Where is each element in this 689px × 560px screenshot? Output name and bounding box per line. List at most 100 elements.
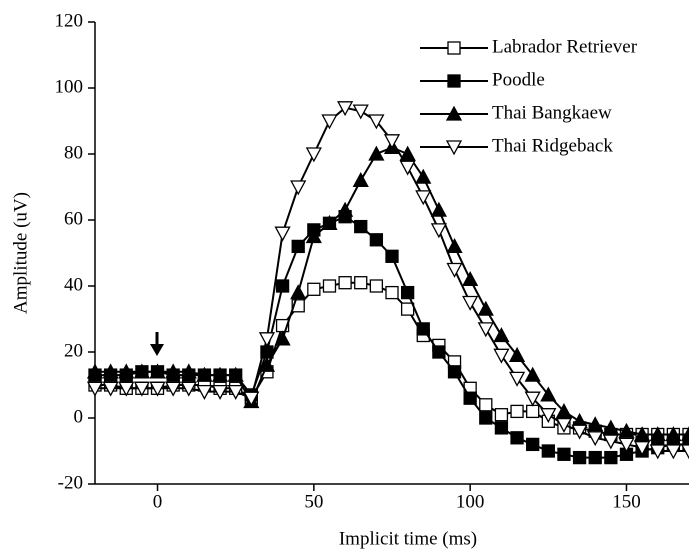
data-point: [510, 404, 524, 419]
data-point: [540, 408, 557, 424]
series-line: [95, 106, 689, 452]
y-tick-label: 0: [74, 406, 84, 427]
legend-label: Thai Ridgeback: [492, 135, 613, 156]
data-point: [463, 391, 477, 405]
data-point: [524, 391, 541, 407]
data-point: [133, 381, 150, 397]
data-point: [415, 168, 432, 184]
y-tick-label: 120: [55, 10, 84, 31]
data-point: [524, 366, 541, 382]
data-point: [415, 190, 432, 206]
data-point: [649, 426, 666, 442]
data-point: [118, 381, 135, 397]
data-point: [510, 431, 524, 445]
data-point: [368, 145, 385, 161]
data-point: [557, 447, 571, 461]
x-tick-label: 50: [304, 491, 323, 512]
data-point: [447, 365, 462, 379]
data-point: [634, 441, 651, 457]
data-point: [322, 279, 337, 293]
data-point: [385, 249, 399, 263]
legend-label: Poodle: [492, 69, 545, 90]
data-point: [305, 147, 322, 163]
data-point: [555, 403, 573, 419]
data-point: [180, 381, 197, 397]
data-point: [354, 276, 368, 290]
y-tick-label: 40: [64, 274, 83, 295]
data-point: [571, 424, 588, 440]
data-point: [399, 145, 416, 161]
data-point: [149, 381, 166, 397]
data-point: [680, 444, 689, 460]
data-point: [541, 444, 555, 458]
y-tick-label: 20: [64, 340, 83, 361]
data-point: [588, 450, 602, 465]
data-point: [338, 276, 352, 290]
data-point: [352, 104, 369, 120]
data-point: [86, 363, 104, 379]
data-point: [400, 302, 415, 316]
data-point: [211, 384, 229, 400]
data-point: [494, 421, 509, 435]
data-point: [602, 434, 619, 450]
data-point: [477, 322, 494, 338]
data-point: [416, 322, 430, 336]
legend-marker: [445, 105, 463, 121]
data-point: [305, 228, 322, 244]
data-point: [526, 404, 540, 419]
data-point: [462, 271, 479, 287]
data-point: [321, 214, 338, 230]
data-point: [446, 238, 463, 254]
data-point: [604, 450, 618, 465]
series-line: [95, 281, 689, 436]
legend-label: Thai Bangkaew: [492, 102, 612, 123]
data-point: [321, 114, 338, 130]
data-point: [587, 416, 604, 432]
data-point: [479, 411, 493, 425]
data-point: [430, 201, 447, 217]
data-point: [290, 284, 307, 300]
data-point: [291, 239, 305, 254]
data-point: [462, 295, 479, 311]
data-point: [227, 384, 244, 400]
data-point: [508, 371, 526, 387]
data-point: [369, 279, 384, 293]
legend-marker: [447, 74, 461, 88]
data-point: [602, 419, 619, 435]
data-point: [432, 345, 446, 359]
legend-label: Labrador Retriever: [492, 36, 638, 57]
data-point: [307, 282, 321, 296]
data-point: [196, 366, 213, 382]
data-point: [118, 363, 135, 379]
data-point: [369, 233, 384, 247]
data-point: [618, 437, 635, 453]
data-point: [477, 300, 494, 316]
data-point: [149, 363, 166, 379]
data-point: [383, 134, 401, 150]
data-point: [196, 384, 213, 400]
data-point: [274, 330, 291, 346]
data-point: [258, 332, 276, 348]
data-point: [493, 348, 510, 364]
data-point: [446, 262, 463, 278]
data-point: [337, 101, 354, 117]
x-tick-label: 150: [612, 491, 641, 512]
data-point: [290, 180, 307, 196]
data-point: [494, 408, 509, 422]
data-point: [634, 426, 651, 442]
data-point: [385, 285, 399, 300]
data-point: [400, 285, 415, 300]
data-point: [102, 381, 119, 397]
x-axis-label: Implicit time (ms): [339, 528, 477, 549]
y-axis-label: Amplitude (uV): [10, 192, 31, 314]
data-point: [555, 417, 573, 433]
legend-marker: [445, 140, 463, 156]
data-point: [275, 279, 290, 293]
y-tick-label: -20: [58, 472, 83, 493]
data-point: [165, 381, 182, 397]
data-point: [258, 356, 276, 372]
data-point: [337, 201, 354, 217]
data-point: [211, 366, 229, 382]
data-point: [227, 366, 244, 382]
